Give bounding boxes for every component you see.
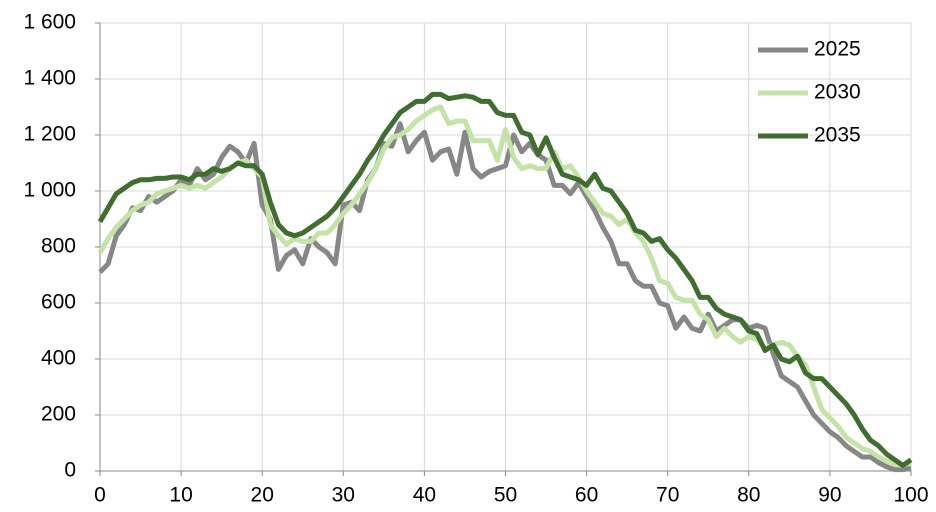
- y-tick-label: 1 000: [23, 179, 76, 202]
- x-tick-label: 0: [94, 484, 106, 507]
- x-tick-label: 80: [737, 484, 760, 507]
- y-tick-label: 400: [41, 347, 76, 370]
- x-tick-label: 100: [893, 484, 928, 507]
- y-tick-label: 800: [41, 235, 76, 258]
- line-series: [97, 91, 913, 468]
- y-tick-label: 1 600: [23, 11, 76, 34]
- y-tick-label: 600: [41, 291, 76, 314]
- x-tick-label: 70: [656, 484, 679, 507]
- x-tick-label: 10: [169, 484, 192, 507]
- x-tick-label: 40: [413, 484, 436, 507]
- line-series: [98, 121, 912, 473]
- x-tick-label: 50: [494, 484, 517, 507]
- x-tick-label: 20: [251, 484, 274, 507]
- y-tick-label: 200: [41, 403, 76, 426]
- legend-label: 2025: [814, 38, 861, 61]
- x-tick-label: 30: [332, 484, 355, 507]
- legend-label: 2030: [814, 81, 861, 104]
- legend-label: 2035: [814, 124, 861, 147]
- y-tick-label: 0: [64, 459, 76, 482]
- y-tick-label: 1 200: [23, 123, 76, 146]
- x-tick-label: 90: [818, 484, 841, 507]
- x-tick-label: 60: [575, 484, 598, 507]
- y-tick-label: 1 400: [23, 67, 76, 90]
